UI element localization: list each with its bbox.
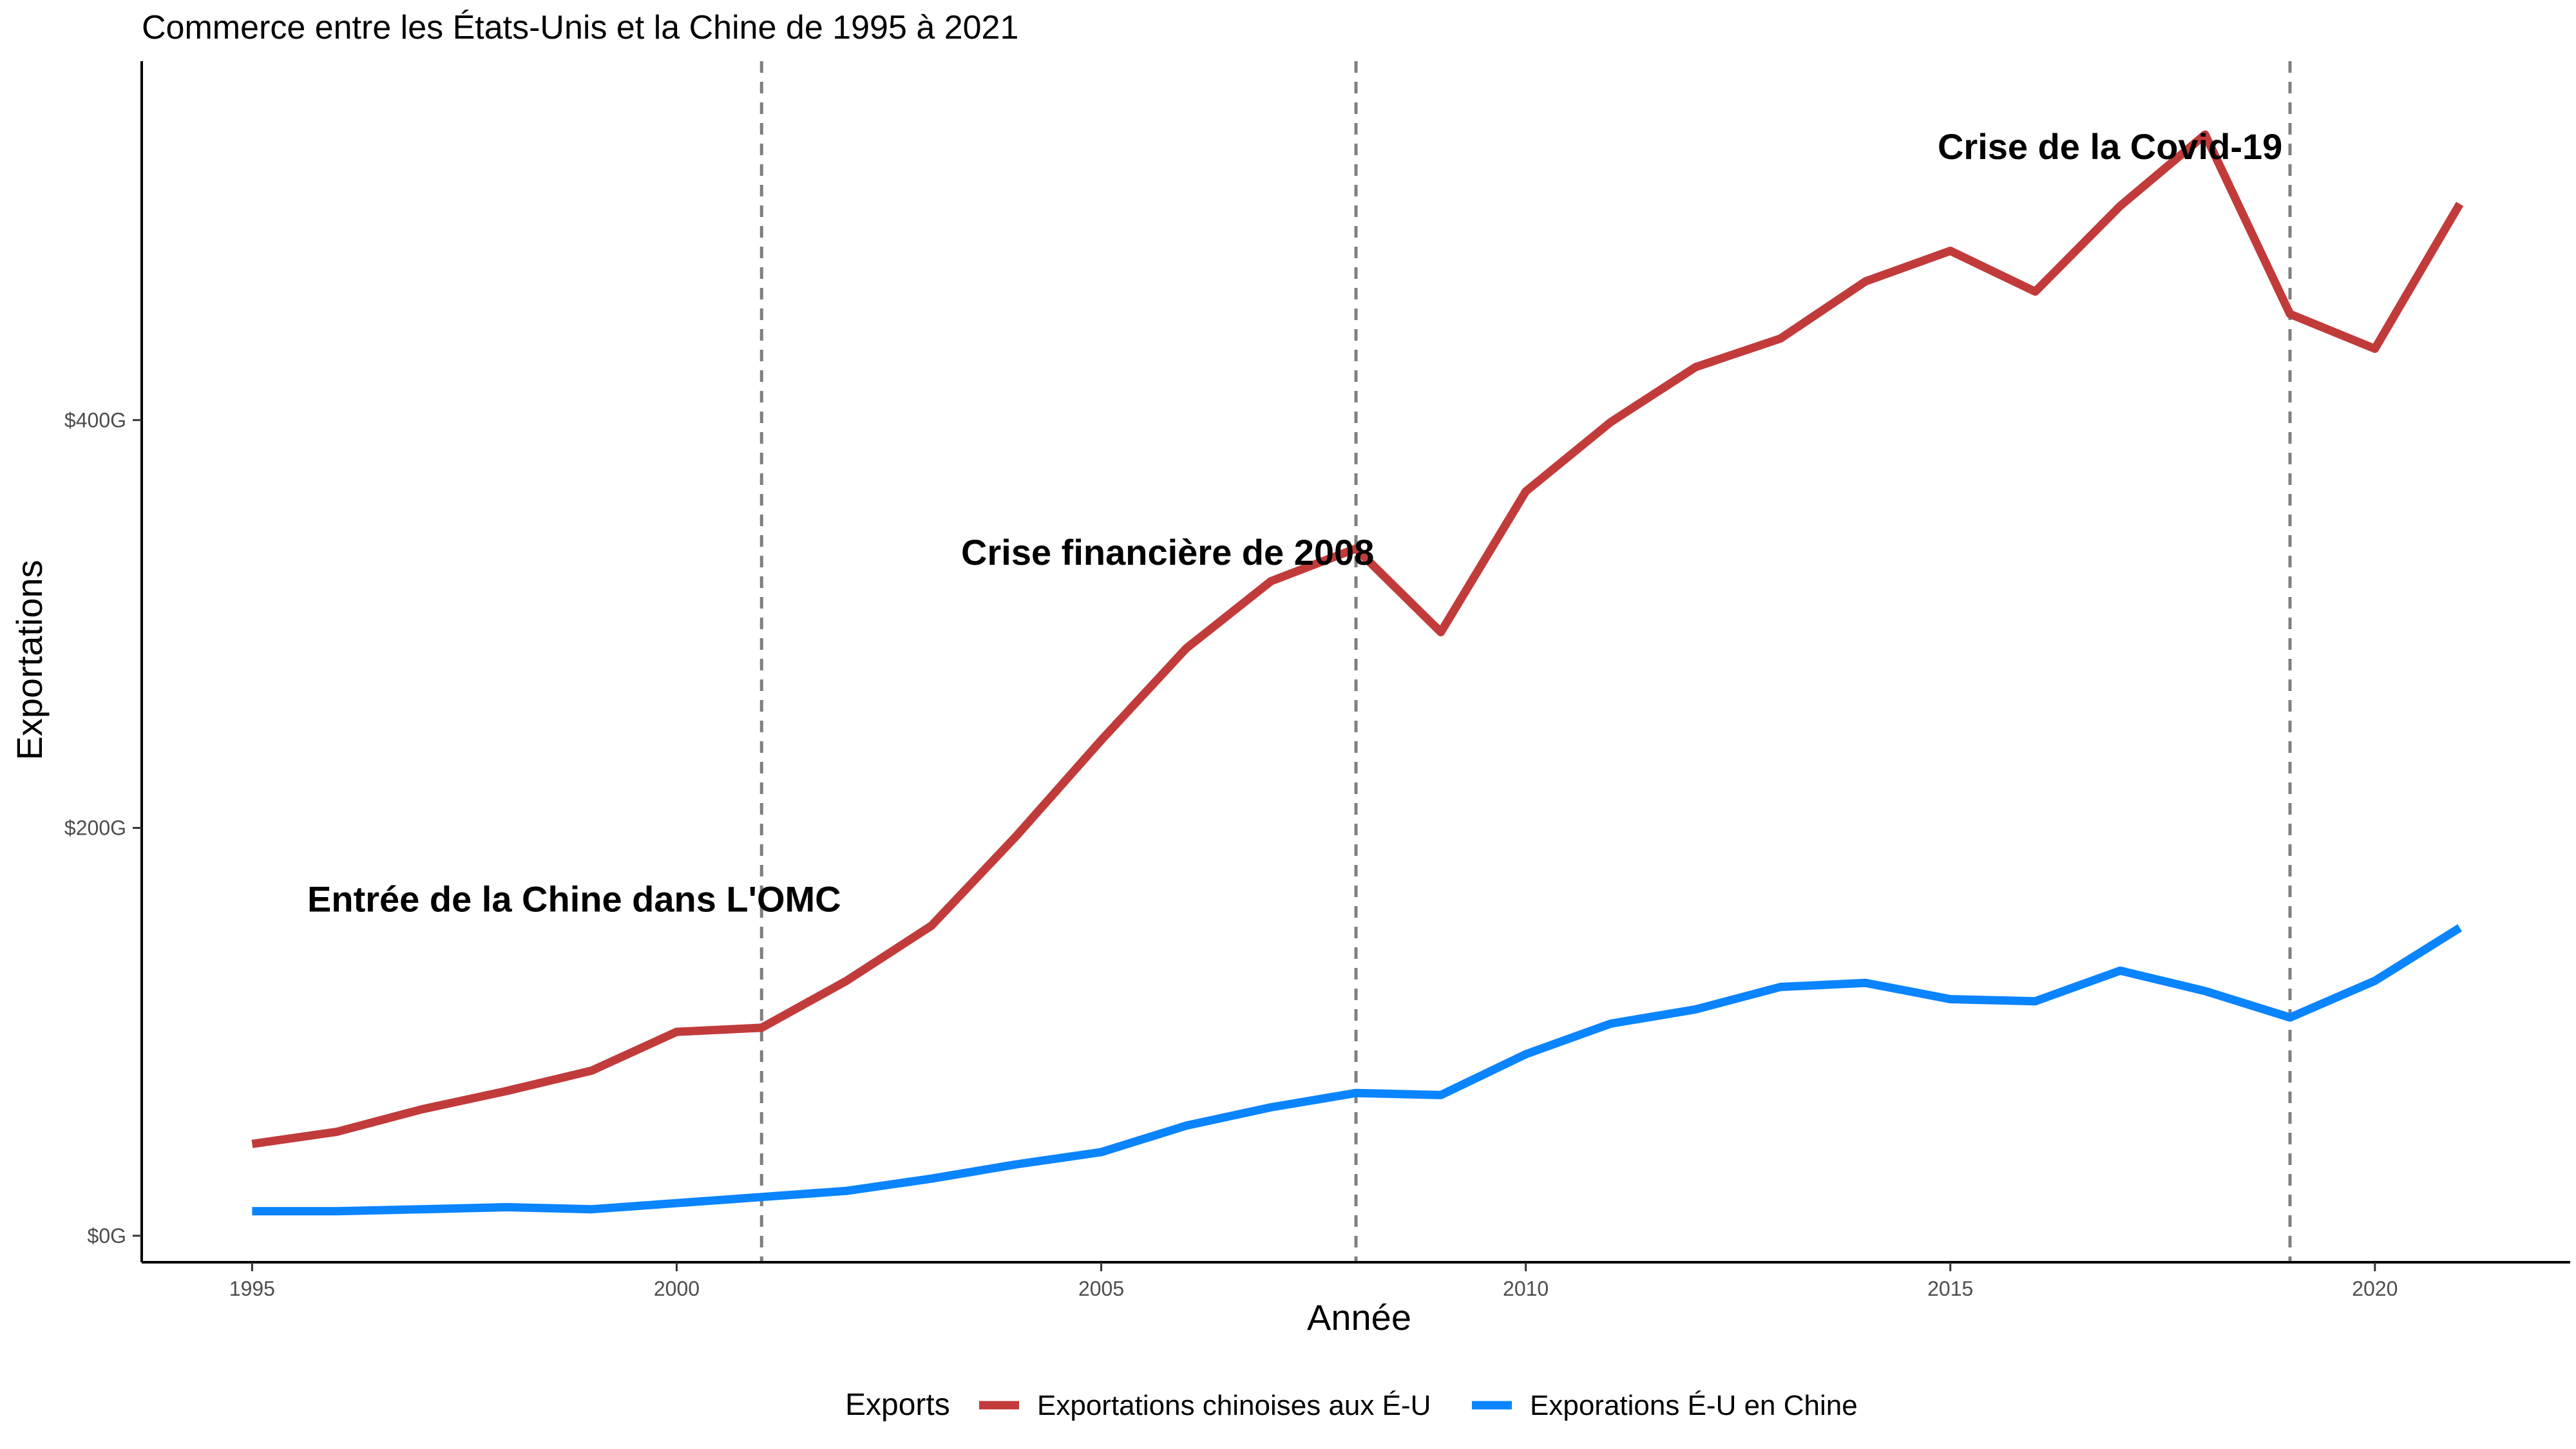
x-axis-title: Année bbox=[1307, 1297, 1411, 1338]
event-lines bbox=[759, 61, 2292, 1262]
y-tick-label: $0G bbox=[88, 1224, 126, 1247]
y-tick-label: $400G bbox=[64, 408, 126, 431]
series-line bbox=[251, 130, 2464, 1148]
x-tick-label: 2000 bbox=[654, 1277, 700, 1300]
x-tick-label: 2015 bbox=[1927, 1277, 1973, 1300]
y-axis-ticks: $0G $200G $400G bbox=[64, 408, 142, 1247]
x-axis-ticks: 1995 2000 2005 2010 2015 2020 bbox=[229, 1262, 2398, 1300]
legend-item-label: Exportations chinoises aux É-U bbox=[1037, 1390, 1431, 1421]
y-axis-title: Exportations bbox=[9, 560, 50, 760]
x-tick-label: 2010 bbox=[1503, 1277, 1549, 1300]
legend-item-label: Exporations É-U en Chine bbox=[1530, 1390, 1858, 1421]
legend: Exports Exportations chinoises aux É-U Ex… bbox=[845, 1388, 1858, 1422]
annotation-label: Crise de la Covid-19 bbox=[1938, 126, 2282, 167]
annotations: Entrée de la Chine dans L'OMC Crise finan… bbox=[307, 126, 2282, 919]
annotation-label: Entrée de la Chine dans L'OMC bbox=[307, 878, 841, 919]
series-line bbox=[252, 924, 2463, 1216]
y-tick-label: $200G bbox=[64, 817, 126, 840]
legend-items: Exportations chinoises aux É-U Exporation… bbox=[979, 1390, 1858, 1421]
annotation-label: Crise financière de 2008 bbox=[961, 532, 1374, 573]
x-tick-label: 2020 bbox=[2352, 1277, 2398, 1300]
series-lines bbox=[251, 130, 2464, 1216]
x-tick-label: 1995 bbox=[229, 1277, 275, 1300]
x-tick-label: 2005 bbox=[1078, 1277, 1124, 1300]
chart-title: Commerce entre les États-Unis et la Chin… bbox=[142, 9, 1018, 46]
legend-title: Exports bbox=[845, 1388, 950, 1422]
